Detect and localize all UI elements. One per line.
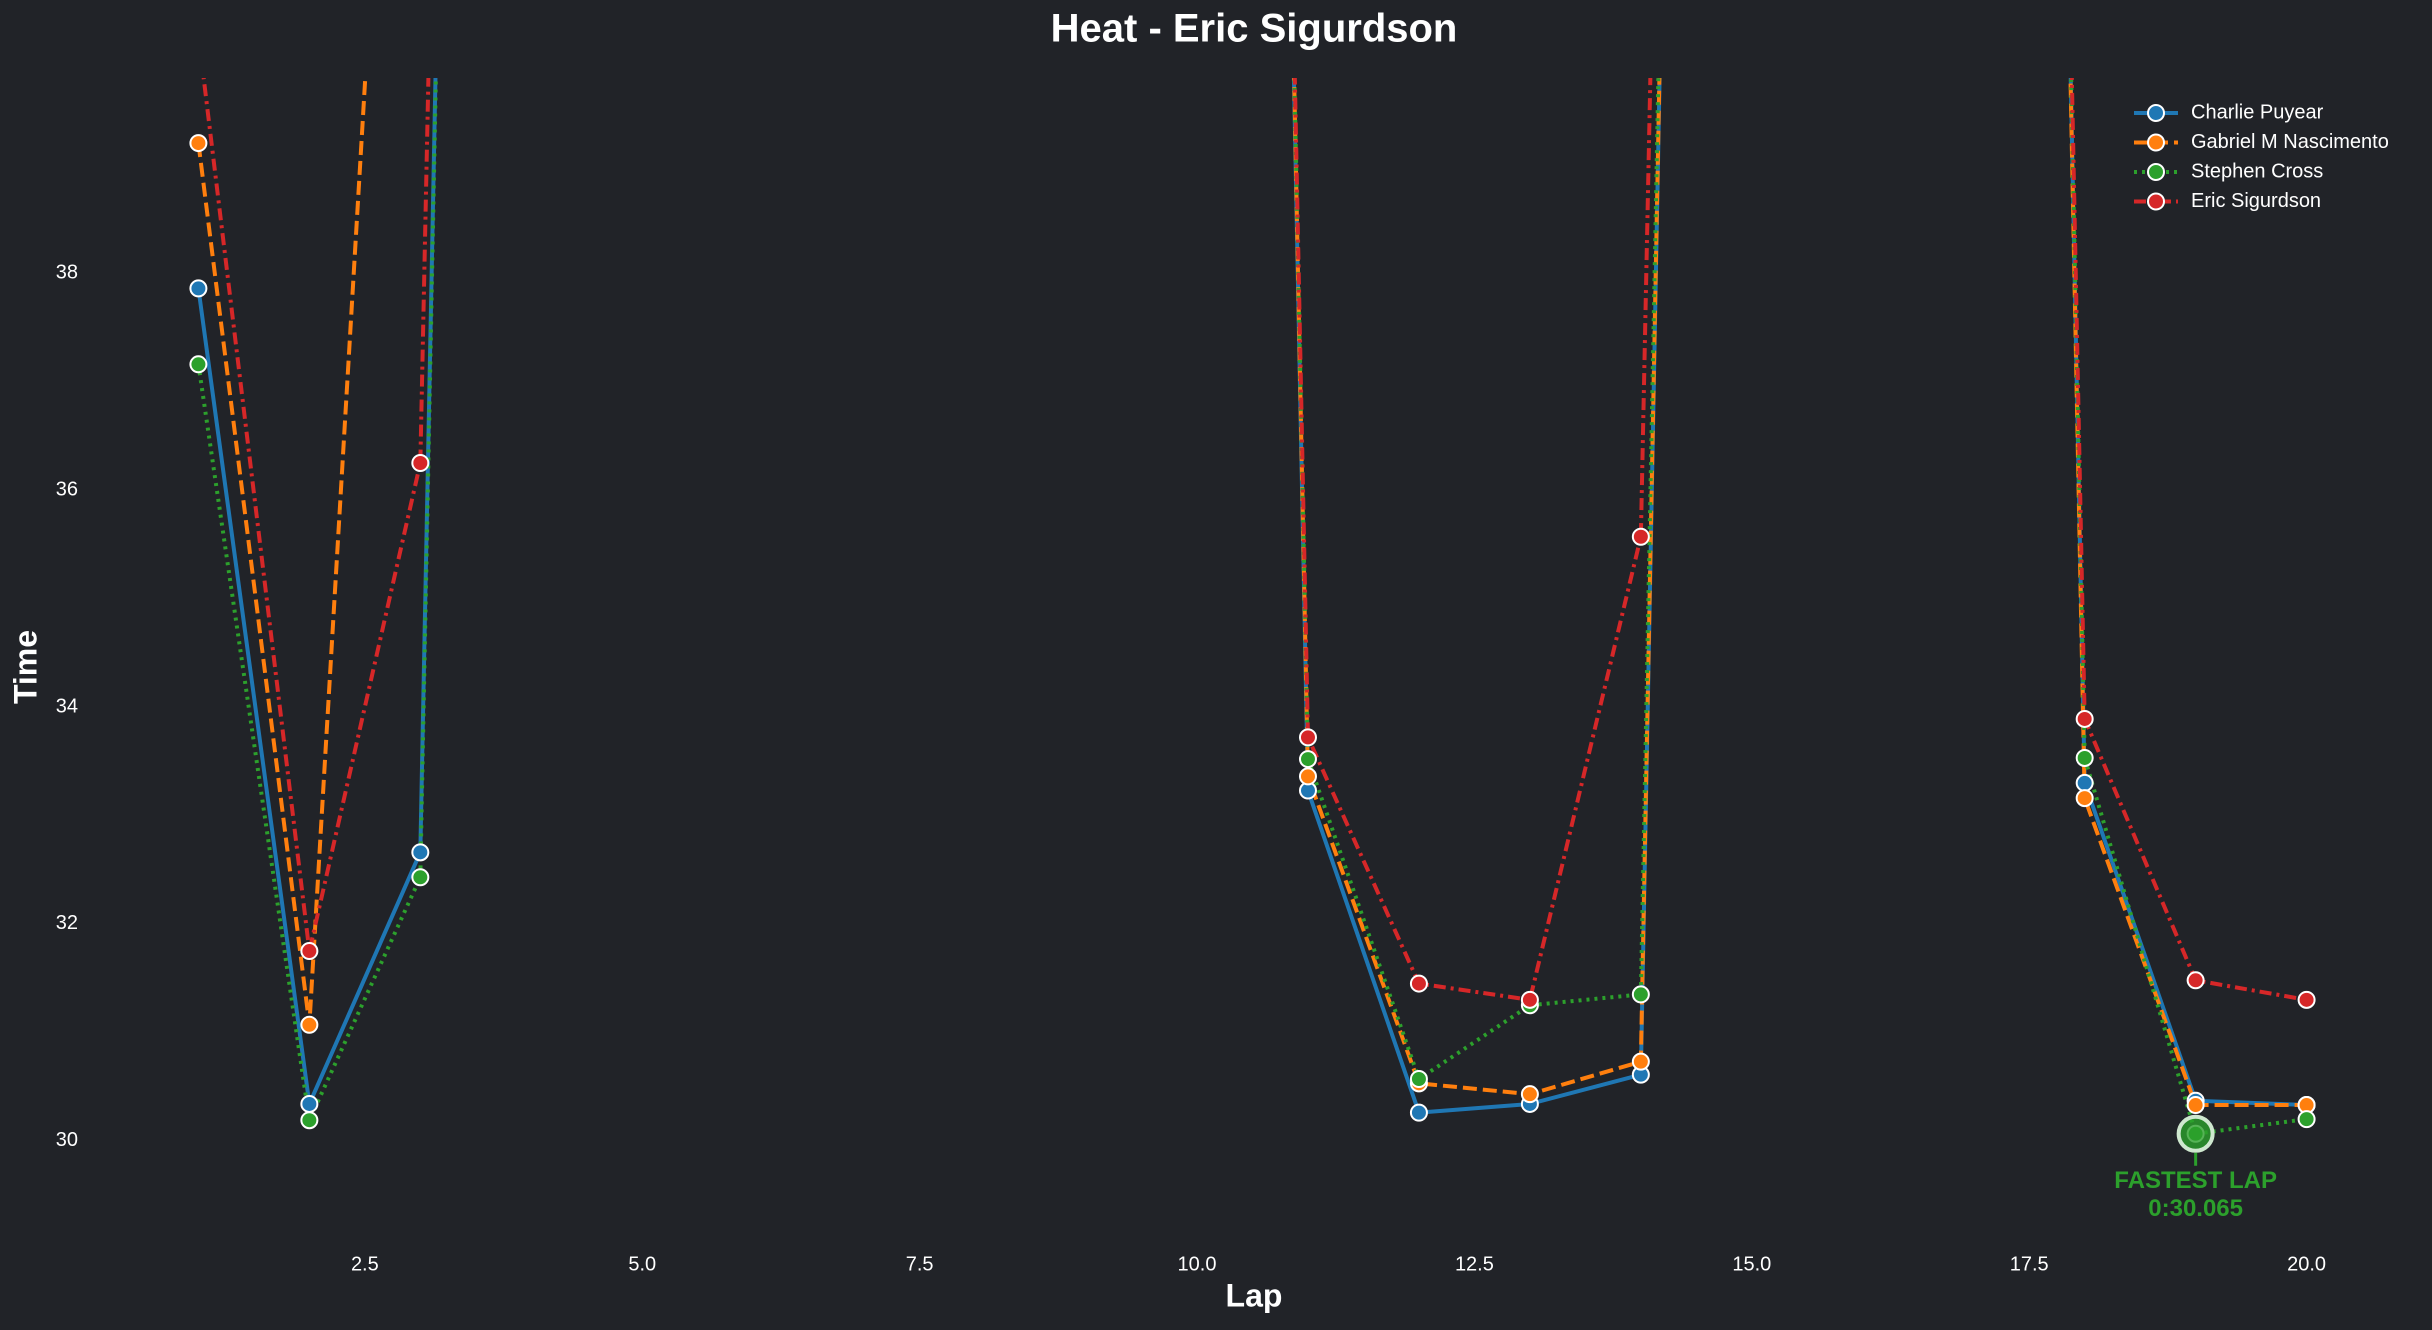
data-point: [2297, 990, 2316, 1009]
data-point: [2297, 1110, 2316, 1129]
fastest-lap-marker: [2176, 1114, 2215, 1153]
data-point: [1520, 990, 1539, 1009]
x-tick-label: 20.0: [2287, 1253, 2326, 1275]
x-tick-label: 17.5: [2010, 1253, 2049, 1275]
data-point: [189, 134, 208, 153]
chart-title: Heat - Eric Sigurdson: [1051, 7, 1458, 51]
data-point: [300, 1094, 319, 1113]
annotation-text: FASTEST LAP: [2114, 1167, 2277, 1194]
y-tick-label: 38: [56, 261, 78, 283]
y-tick-label: 36: [56, 478, 78, 500]
data-point: [2186, 971, 2205, 990]
y-axis-label: Time: [7, 630, 43, 704]
data-point: [189, 355, 208, 374]
data-point: [2075, 773, 2094, 792]
data-point: [1409, 1070, 1428, 1088]
x-tick-label: 12.5: [1455, 1253, 1494, 1275]
data-point: [1520, 1085, 1539, 1104]
data-point: [1298, 767, 1317, 786]
data-point: [189, 279, 208, 298]
data-point: [2186, 1096, 2205, 1115]
data-point: [1409, 1103, 1428, 1122]
data-point: [300, 1111, 319, 1130]
x-tick-label: 10.0: [1178, 1253, 1217, 1275]
data-point: [411, 454, 430, 472]
data-point: [411, 868, 430, 887]
data-point: [1631, 1052, 1650, 1071]
x-tick-label: 15.0: [1732, 1253, 1771, 1275]
data-point: [2075, 709, 2094, 728]
legend-marker: [2147, 104, 2165, 122]
legend-marker: [2147, 163, 2165, 181]
legend-label: Gabriel M Nascimento: [2191, 131, 2389, 153]
x-axis-label: Lap: [1226, 1277, 1283, 1313]
data-point: [1298, 750, 1317, 769]
data-point: [1631, 527, 1650, 546]
x-tick-label: 2.5: [351, 1253, 379, 1275]
annotation-label: 0:30.065: [2148, 1195, 2243, 1222]
legend-label: Stephen Cross: [2191, 160, 2323, 182]
data-point: [2075, 748, 2094, 767]
data-point: [2075, 789, 2094, 808]
data-point: [1298, 728, 1317, 747]
y-tick-label: 32: [56, 912, 78, 934]
legend-marker: [2147, 192, 2165, 211]
data-point: [300, 942, 319, 961]
legend-label: Charlie Puyear: [2191, 101, 2324, 123]
legend-marker: [2147, 133, 2165, 152]
x-tick-label: 7.5: [906, 1253, 934, 1275]
data-point: [300, 1015, 319, 1034]
data-point: [411, 843, 430, 862]
y-tick-label: 34: [56, 695, 78, 717]
data-point: [1631, 985, 1650, 1004]
data-point: [1409, 974, 1428, 993]
legend-label: Eric Sigurdson: [2191, 190, 2321, 212]
y-tick-label: 30: [56, 1129, 78, 1151]
x-tick-label: 5.0: [628, 1253, 656, 1275]
